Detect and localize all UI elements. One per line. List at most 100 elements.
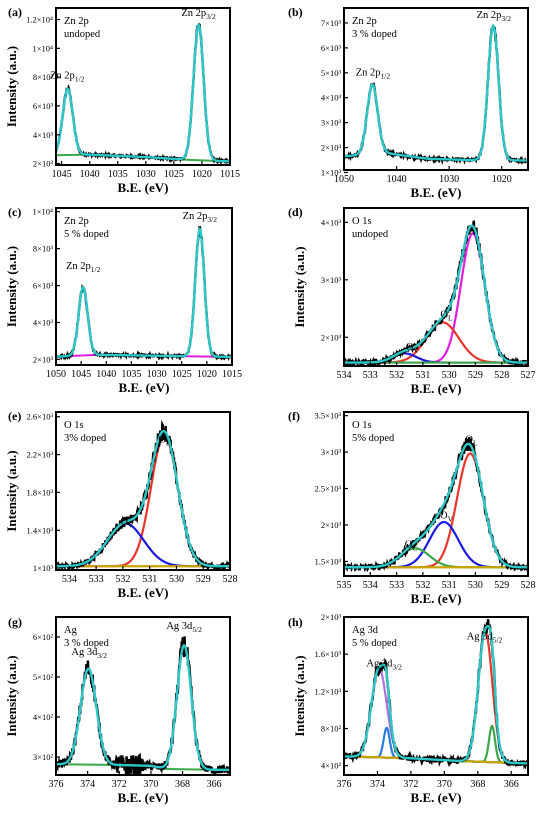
x-tick-label: 1020 — [492, 174, 512, 185]
panel-3: 534 533 532 531 530 529 528 527 2×10³ 3×10³ 4×10³ B… — [288, 205, 536, 396]
x-tick-label: 1030 — [147, 369, 167, 380]
panel-text: Zn 2p — [352, 16, 377, 27]
axes-frame — [343, 411, 529, 577]
peak-annotation: Zn 2p3/2 — [181, 8, 216, 21]
x-tick-label: 529 — [494, 580, 509, 591]
component-peak-0 — [344, 452, 528, 569]
x-tick-label: 1050 — [334, 174, 354, 185]
y-tick-label: 3.5×10³ — [315, 411, 342, 421]
panel-text: O 1s — [352, 216, 372, 227]
x-tick-label: 366 — [504, 779, 519, 790]
x-tick-label: 1015 — [222, 369, 242, 380]
x-tick-label: 530 — [169, 574, 184, 585]
panel-label: (d) — [288, 205, 303, 219]
x-tick-label: 368 — [470, 779, 485, 790]
y-axis-label: Intensity (a.u.) — [4, 46, 19, 127]
y-tick-label: 8×10² — [321, 724, 342, 734]
x-tick-label: 528 — [494, 370, 509, 381]
axes-frame — [343, 616, 529, 776]
plot-area — [344, 220, 528, 366]
x-tick-label: 1025 — [172, 369, 192, 380]
x-tick-label: 1035 — [108, 169, 128, 180]
plot-area — [344, 436, 528, 573]
panel-label: (b) — [288, 5, 303, 19]
y-tick-label: 2×10³ — [321, 520, 342, 530]
y-tick-label: 2×10³ — [321, 332, 342, 342]
peak-annotation: Zn 2p3/2 — [477, 10, 512, 23]
peak-annotation: Ag 3d5/2 — [467, 631, 503, 644]
y-tick-label: 1.6×10³ — [315, 649, 342, 659]
x-tick-label: 376 — [337, 779, 352, 790]
panel-text: 3 % doped — [352, 29, 398, 40]
x-tick-label: 372 — [112, 779, 127, 790]
measured-spectrum — [344, 436, 528, 573]
plot-area — [56, 419, 230, 570]
y-tick-label: 2.5×10³ — [315, 484, 342, 494]
y-axis-label: Intensity (a.u.) — [4, 450, 19, 531]
y-tick-label: 2.2×10³ — [27, 450, 54, 460]
x-tick-label: 1030 — [136, 169, 156, 180]
y-tick-label: 1.2×10⁴ — [26, 15, 53, 25]
y-tick-label: 1×10³ — [33, 563, 54, 573]
panel-label: (h) — [288, 615, 303, 629]
x-tick-label: 534 — [337, 370, 352, 381]
panel-label: (c) — [8, 205, 21, 219]
panel-text: undoped — [352, 229, 389, 240]
panel-text: Zn 2p — [64, 216, 89, 227]
x-tick-label: 370 — [437, 779, 452, 790]
measured-spectrum — [56, 419, 230, 570]
x-tick-label: 535 — [337, 580, 352, 591]
x-tick-label: 370 — [143, 779, 158, 790]
y-tick-label: 4×10³ — [321, 93, 342, 103]
panel-text: 3% doped — [64, 433, 107, 444]
peak-annotation: Ag 3d3/2 — [71, 647, 107, 660]
y-tick-label: 1.2×10³ — [315, 686, 342, 696]
panel-text: undoped — [64, 29, 101, 40]
component-peak-0 — [344, 232, 528, 364]
peak-annotation: Zn 2p1/2 — [66, 261, 101, 274]
y-tick-label: 4×10³ — [33, 318, 54, 328]
x-tick-label: 1020 — [197, 369, 217, 380]
x-axis-label: B.E. (eV) — [411, 381, 462, 396]
x-tick-label: 528 — [521, 580, 536, 591]
x-tick-label: 1045 — [71, 369, 91, 380]
y-tick-label: 1×10⁴ — [32, 207, 53, 217]
x-axis-label: B.E. (eV) — [118, 180, 169, 195]
y-tick-label: 1×10³ — [321, 167, 342, 177]
x-tick-label: 534 — [62, 574, 77, 585]
axes-frame — [55, 207, 233, 366]
axes-frame — [343, 7, 529, 171]
plot-area — [56, 226, 232, 362]
peak-annotation: OL — [440, 310, 453, 323]
y-tick-label: 5×10³ — [321, 68, 342, 78]
x-tick-label: 534 — [363, 580, 378, 591]
x-tick-label: 372 — [403, 779, 418, 790]
x-tick-label: 529 — [468, 370, 483, 381]
y-axis-label: Intensity (a.u.) — [292, 246, 307, 327]
panel-text: Zn 2p — [64, 16, 89, 27]
y-axis-label: Intensity (a.u.) — [4, 246, 19, 327]
panel-text: 5 % doped — [64, 229, 110, 240]
x-tick-label: 1040 — [96, 369, 116, 380]
axes-frame — [55, 7, 231, 166]
y-axis-label: Intensity (a.u.) — [4, 655, 19, 736]
fit-envelope — [56, 22, 230, 163]
y-tick-label: 7×10³ — [321, 18, 342, 28]
y-tick-label: 6×10³ — [33, 101, 54, 111]
y-tick-label: 6×10³ — [33, 281, 54, 291]
peak-annotation: Ag 3d3/2 — [366, 658, 402, 671]
panel-label: (e) — [8, 409, 21, 423]
peak-annotation: Zn 2p3/2 — [183, 211, 218, 224]
x-tick-label: 1040 — [387, 174, 407, 185]
x-tick-label: 368 — [175, 779, 190, 790]
y-tick-label: 3×10³ — [321, 275, 342, 285]
x-tick-label: 530 — [442, 370, 457, 381]
x-tick-label: 1035 — [121, 369, 141, 380]
panel-0: 1045 1040 1035 1030 1025 1020 1015 2×10³ 4×10³ 6×… — [4, 5, 240, 195]
panel-label: (f) — [288, 409, 300, 423]
peak-annotation: OC — [405, 540, 418, 553]
x-axis-label: B.E. (eV) — [118, 790, 169, 805]
panel-text: Ag 3d — [352, 625, 379, 636]
panel-label: (a) — [8, 5, 22, 19]
